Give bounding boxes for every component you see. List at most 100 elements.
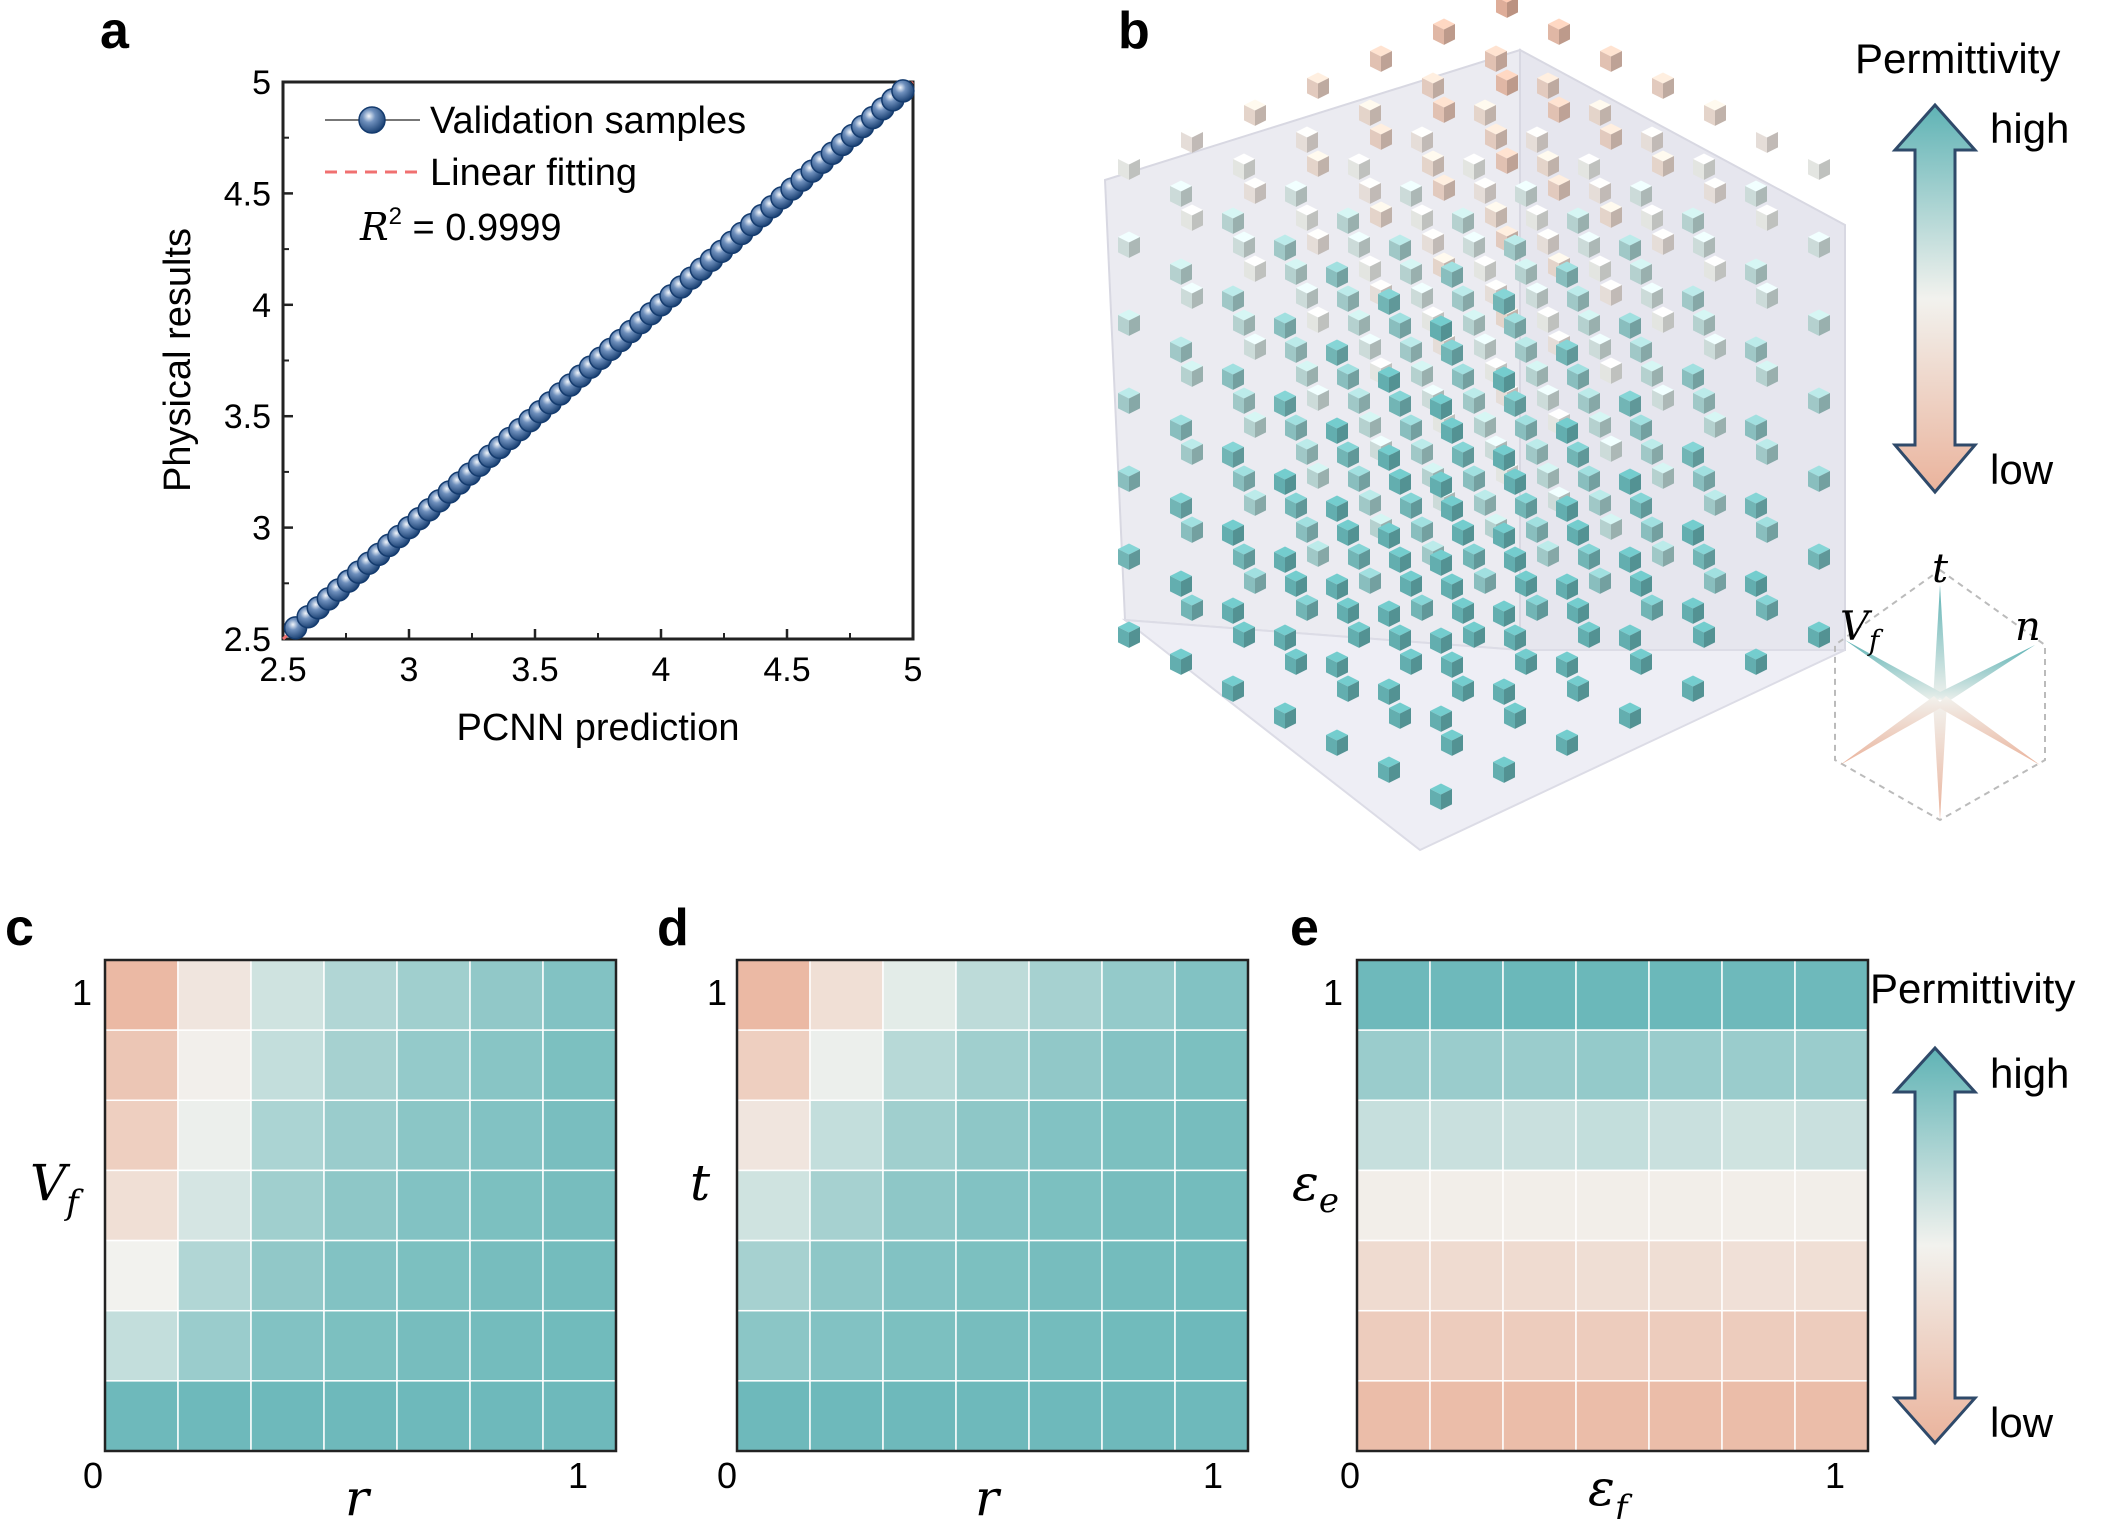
y-axis-label-c: Vf bbox=[30, 1154, 84, 1223]
voxel-left bbox=[1704, 573, 1715, 594]
voxel-right bbox=[1756, 420, 1767, 441]
voxel-right bbox=[1370, 495, 1381, 516]
heatmap-cell bbox=[1429, 1029, 1504, 1102]
heatmap-cell bbox=[1101, 1309, 1176, 1382]
voxel-right bbox=[1663, 546, 1674, 567]
voxel-left bbox=[1515, 264, 1526, 285]
voxel-cube bbox=[1359, 177, 1381, 204]
heatmap-cell bbox=[1575, 959, 1650, 1031]
voxel-right bbox=[1244, 237, 1255, 258]
voxel-left bbox=[1274, 318, 1285, 339]
voxel-cube bbox=[1307, 228, 1329, 255]
voxel-cube bbox=[1619, 702, 1641, 729]
voxel-left bbox=[1578, 627, 1589, 648]
voxel-left bbox=[1682, 603, 1693, 624]
voxel-right bbox=[1307, 288, 1318, 309]
heatmap-cell bbox=[250, 1239, 325, 1312]
heatmap-cell bbox=[177, 959, 252, 1031]
voxel-left bbox=[1619, 474, 1630, 495]
voxel-cube bbox=[1641, 438, 1663, 465]
voxel-left bbox=[1307, 234, 1318, 255]
voxel-right bbox=[1285, 318, 1296, 339]
voxel-left bbox=[1682, 525, 1693, 546]
voxel-cube bbox=[1337, 441, 1359, 468]
voxel-cube bbox=[1548, 18, 1570, 45]
voxel-cube bbox=[1285, 492, 1307, 519]
voxel-right bbox=[1181, 342, 1192, 363]
voxel-left bbox=[1556, 579, 1567, 600]
heatmap-cell bbox=[1794, 1380, 1869, 1452]
x-tick-label: 3 bbox=[400, 651, 419, 689]
heatmap-cell bbox=[1721, 1380, 1796, 1452]
heatmap-cell bbox=[1721, 1169, 1796, 1242]
voxel-right bbox=[1244, 471, 1255, 492]
heatmap-frame-e bbox=[1355, 958, 1870, 1453]
voxel-right bbox=[1381, 51, 1392, 72]
voxel-left bbox=[1474, 573, 1485, 594]
heatmap-cell bbox=[469, 1099, 544, 1172]
heatmap-cell bbox=[250, 1380, 325, 1452]
voxel-right bbox=[1548, 78, 1559, 99]
voxel-right bbox=[1441, 555, 1452, 576]
voxel-cube bbox=[1756, 204, 1778, 231]
heatmap-cells-d bbox=[736, 959, 1249, 1452]
voxel-left bbox=[1493, 762, 1504, 783]
voxel-cube bbox=[1411, 204, 1433, 231]
voxel-right bbox=[1704, 159, 1715, 180]
heatmap-cell bbox=[1101, 1029, 1176, 1102]
voxel-left bbox=[1682, 681, 1693, 702]
voxel-left bbox=[1433, 24, 1444, 45]
voxel-cube bbox=[1619, 468, 1641, 495]
voxel-right bbox=[1359, 393, 1370, 414]
voxel-right bbox=[1129, 627, 1140, 648]
voxel-left bbox=[1422, 78, 1433, 99]
heatmap-cell bbox=[882, 1239, 957, 1312]
voxel-left bbox=[1704, 495, 1715, 516]
voxel-cube bbox=[1474, 333, 1496, 360]
permittivity-arrow-b bbox=[1891, 102, 1979, 495]
voxel-left bbox=[1337, 369, 1348, 390]
voxel-right bbox=[1693, 213, 1704, 234]
voxel-right bbox=[1756, 576, 1767, 597]
voxel-left bbox=[1441, 579, 1452, 600]
voxel-cube bbox=[1170, 180, 1192, 207]
voxel-cube bbox=[1556, 573, 1578, 600]
voxel-left bbox=[1496, 0, 1507, 18]
voxel-left bbox=[1556, 501, 1567, 522]
voxel-right bbox=[1504, 762, 1515, 783]
heatmap-cell bbox=[1174, 1029, 1249, 1102]
voxel-right bbox=[1819, 549, 1830, 570]
voxel-right bbox=[1411, 342, 1422, 363]
voxel-right bbox=[1663, 234, 1674, 255]
scale-low-label-b: low bbox=[1990, 446, 2054, 493]
voxel-cube bbox=[1389, 546, 1411, 573]
x-axis-label-e-sub: f bbox=[1612, 1488, 1633, 1519]
y-tick-label: 4.5 bbox=[224, 175, 271, 213]
voxel-left bbox=[1682, 213, 1693, 234]
voxel-left bbox=[1430, 477, 1441, 498]
voxel-left bbox=[1504, 630, 1515, 651]
voxel-cube bbox=[1693, 231, 1715, 258]
voxel-left bbox=[1389, 474, 1400, 495]
voxel-left bbox=[1285, 498, 1296, 519]
voxel-left bbox=[1326, 423, 1337, 444]
voxel-left bbox=[1756, 210, 1767, 231]
voxel-left bbox=[1493, 684, 1504, 705]
voxel-cube bbox=[1756, 594, 1778, 621]
voxel-left bbox=[1348, 627, 1359, 648]
voxel-cube bbox=[1808, 621, 1830, 648]
voxel-left bbox=[1567, 603, 1578, 624]
voxel-right bbox=[1296, 264, 1307, 285]
voxel-left bbox=[1307, 390, 1318, 411]
voxel-right bbox=[1348, 213, 1359, 234]
heatmap-cell bbox=[1429, 1099, 1504, 1172]
voxel-cube bbox=[1756, 516, 1778, 543]
voxel-cube bbox=[1359, 333, 1381, 360]
voxel-left bbox=[1274, 708, 1285, 729]
voxel-cube bbox=[1682, 285, 1704, 312]
x-axis-label-e-main: ε bbox=[1588, 1459, 1615, 1517]
voxel-cube bbox=[1359, 99, 1381, 126]
voxel-cube bbox=[1222, 207, 1244, 234]
heatmap-cell bbox=[104, 959, 179, 1031]
voxel-right bbox=[1485, 495, 1496, 516]
